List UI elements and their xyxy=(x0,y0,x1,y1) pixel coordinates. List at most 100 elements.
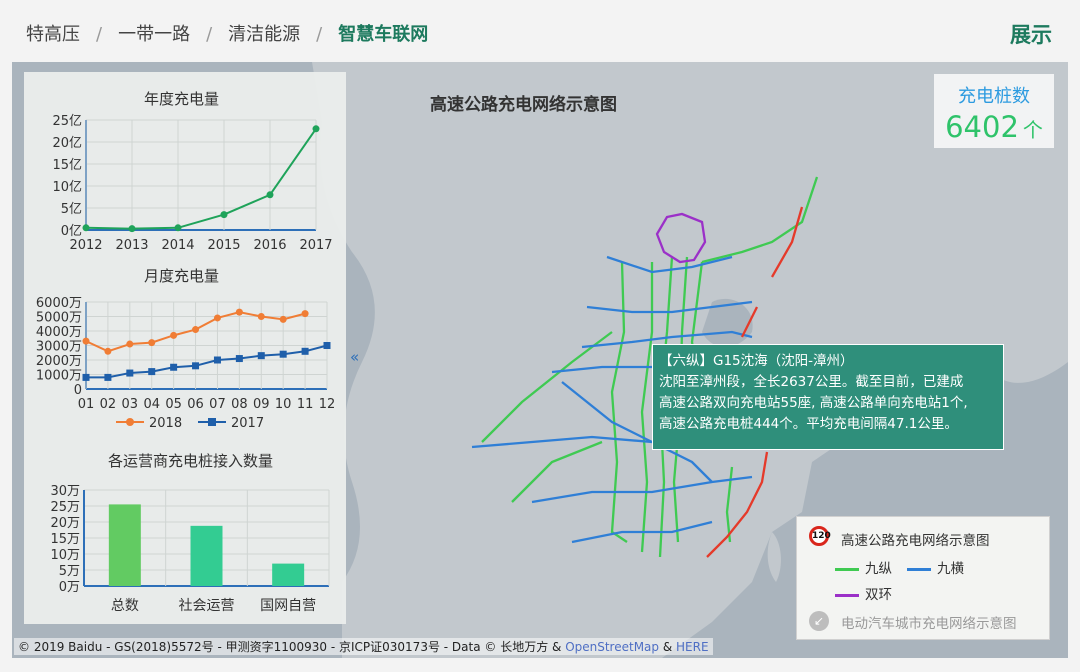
series-line-2017 xyxy=(86,344,328,379)
y-tick-label: 0亿 xyxy=(61,224,82,239)
copyright-text: © 2019 Baidu - GS(2018)5572号 - 甲测资字11009… xyxy=(18,640,566,654)
x-tick-label: 2013 xyxy=(115,238,148,252)
crumb-smart-iov[interactable]: 智慧车联网 xyxy=(338,24,429,45)
bar-社会运营 xyxy=(190,525,223,586)
x-tick-label: 社会运营 xyxy=(179,598,235,614)
data-point xyxy=(213,314,221,322)
legend-item-shuanghuan[interactable]: 双环 xyxy=(835,583,892,603)
bar-总数 xyxy=(108,504,141,586)
data-point xyxy=(235,355,243,363)
route-jiuzong xyxy=(725,466,734,543)
crumb-separator: / xyxy=(96,24,103,45)
series-line-annual xyxy=(85,128,317,230)
data-point xyxy=(126,340,134,348)
data-point xyxy=(312,125,320,133)
data-point xyxy=(174,224,182,232)
y-tick-label: 5000万 xyxy=(36,311,82,326)
osm-link[interactable]: OpenStreetMap xyxy=(565,640,660,654)
operator-chart-title: 各运营商充电桩接入数量 xyxy=(108,452,274,470)
purple-line-icon xyxy=(835,593,859,597)
crumb-uhv[interactable]: 特高压 xyxy=(26,24,80,45)
data-point xyxy=(192,326,200,334)
charger-count-value: 6402 xyxy=(945,110,1019,144)
x-tick-label: 09 xyxy=(253,397,270,412)
y-tick-label: 30万 xyxy=(50,484,80,499)
legend-label: 2017 xyxy=(231,416,264,431)
data-point xyxy=(104,373,112,381)
data-point xyxy=(257,313,265,320)
collapse-panel-icon[interactable]: « xyxy=(350,348,360,366)
y-tick-label: 5亿 xyxy=(61,202,82,217)
stats-side-panel: 年度充电量 0亿 5亿 10亿 15亿 20亿 25亿 2012 2013 2014 2015 20… xyxy=(24,72,346,624)
legend-item-jiuheng[interactable]: 九横 xyxy=(907,557,964,577)
x-tick-label: 10 xyxy=(275,397,292,412)
tooltip-line: 高速公路双向充电站55座, 高速公路单向充电站1个, xyxy=(659,395,968,411)
tooltip-line: 沈阳至漳州段，全长2637公里。截至目前，已建成 xyxy=(659,374,964,390)
y-tick-label: 25万 xyxy=(50,500,80,515)
charger-count-unit: 个 xyxy=(1022,118,1043,142)
taiwan-island xyxy=(767,532,781,582)
y-tick-label: 6000万 xyxy=(36,296,82,311)
data-point xyxy=(128,225,136,233)
crumb-clean-energy[interactable]: 清洁能源 xyxy=(228,24,301,45)
annual-charge-chart: 0亿 5亿 10亿 15亿 20亿 25亿 2012 2013 2014 2015 2016 2017 xyxy=(52,114,332,252)
copyright-amp: & xyxy=(659,640,677,654)
x-tick-label: 05 xyxy=(165,397,182,412)
data-point xyxy=(126,369,134,377)
x-tick-label: 国网自营 xyxy=(260,598,316,614)
data-point xyxy=(213,356,221,364)
breadcrumb: 特高压 / 一带一路 / 清洁能源 / 智慧车联网 xyxy=(26,20,428,46)
data-point xyxy=(220,211,228,219)
green-line-icon xyxy=(835,567,859,571)
crumb-belt-road[interactable]: 一带一路 xyxy=(118,24,191,45)
legend-item-label: 九纵 xyxy=(865,561,892,577)
y-tick-label: 20万 xyxy=(50,516,80,531)
map-view[interactable]: 高速公路充电网络示意图 充电桩数 6402 个 年度充电量 0亿 5亿 10亿 15亿 2… xyxy=(12,62,1068,658)
x-tick-label: 02 xyxy=(100,397,117,412)
x-tick-label: 03 xyxy=(122,397,139,412)
city-network-link[interactable]: 电动汽车城市充电网络示意图 xyxy=(841,616,1017,632)
data-point xyxy=(82,373,90,381)
route-g15-highlight xyxy=(740,306,759,338)
data-point xyxy=(170,363,178,371)
here-link[interactable]: HERE xyxy=(676,640,709,654)
data-point xyxy=(82,224,90,232)
y-tick-label: 10亿 xyxy=(52,180,82,195)
legend-item-label: 九横 xyxy=(937,561,964,577)
x-tick-label: 总数 xyxy=(111,598,139,614)
route-jiuheng xyxy=(581,330,753,349)
x-tick-label: 2016 xyxy=(253,238,286,252)
map-title: 高速公路充电网络示意图 xyxy=(430,95,617,115)
speed-sign-icon: 120 xyxy=(809,526,831,546)
data-point xyxy=(279,315,287,323)
x-tick-label: 2012 xyxy=(69,238,102,252)
y-tick-label: 4000万 xyxy=(36,325,82,340)
y-tick-label: 25亿 xyxy=(52,114,82,129)
legend-item-jiuzong[interactable]: 九纵 xyxy=(835,557,892,577)
show-button[interactable]: 展示 xyxy=(1010,23,1052,47)
route-g15-highlight xyxy=(771,206,804,278)
data-point xyxy=(301,347,309,355)
annual-chart-title: 年度充电量 xyxy=(144,90,220,108)
japan-islands xyxy=(947,242,1068,366)
y-tick-label: 15亿 xyxy=(52,158,82,173)
data-point xyxy=(148,339,156,347)
route-jiuzong xyxy=(640,262,654,553)
route-jiuheng xyxy=(586,300,753,314)
crumb-separator: / xyxy=(206,24,213,45)
route-jiuheng xyxy=(571,520,713,544)
data-point xyxy=(235,308,243,316)
bar-国网自营 xyxy=(272,563,305,586)
x-tick-label: 11 xyxy=(297,397,314,412)
x-tick-label: 01 xyxy=(78,397,95,412)
x-tick-label: 12 xyxy=(319,397,336,412)
route-jiuzong xyxy=(701,176,819,264)
route-jiuheng xyxy=(531,475,753,504)
x-tick-label: 2015 xyxy=(207,238,240,252)
y-tick-label: 3000万 xyxy=(36,340,82,355)
route-shuanghuan xyxy=(655,212,707,264)
route-jiuzong xyxy=(511,440,603,503)
charger-count-box: 充电桩数 6402 个 xyxy=(934,74,1054,148)
route-g15-highlight xyxy=(706,451,769,558)
